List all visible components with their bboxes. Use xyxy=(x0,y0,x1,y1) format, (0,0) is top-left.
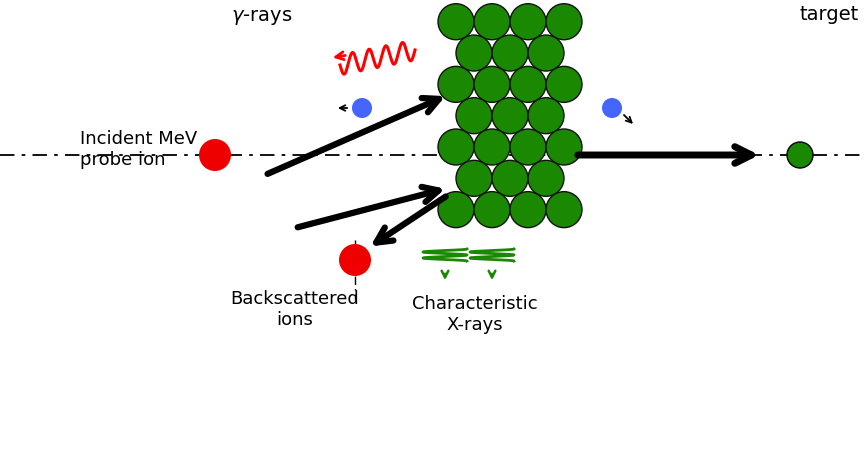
Circle shape xyxy=(456,35,492,71)
Circle shape xyxy=(438,4,474,40)
Text: $\gamma$-rays: $\gamma$-rays xyxy=(231,8,292,27)
Circle shape xyxy=(492,160,528,196)
Circle shape xyxy=(528,35,564,71)
Circle shape xyxy=(528,160,564,196)
Circle shape xyxy=(510,129,546,165)
Text: Characteristic
X-rays: Characteristic X-rays xyxy=(413,295,538,334)
Circle shape xyxy=(602,98,622,118)
Circle shape xyxy=(492,35,528,71)
Circle shape xyxy=(199,139,231,171)
Circle shape xyxy=(438,66,474,102)
Circle shape xyxy=(474,192,510,228)
Circle shape xyxy=(510,192,546,228)
Circle shape xyxy=(546,192,582,228)
Circle shape xyxy=(787,142,813,168)
Circle shape xyxy=(456,98,492,134)
Circle shape xyxy=(352,98,372,118)
Circle shape xyxy=(438,129,474,165)
Circle shape xyxy=(510,66,546,102)
Circle shape xyxy=(546,66,582,102)
Circle shape xyxy=(456,160,492,196)
Text: Backscattered
ions: Backscattered ions xyxy=(231,290,359,329)
Circle shape xyxy=(492,98,528,134)
Circle shape xyxy=(474,66,510,102)
Circle shape xyxy=(528,98,564,134)
Circle shape xyxy=(546,4,582,40)
Circle shape xyxy=(339,244,371,276)
Text: Incident MeV
probe ion: Incident MeV probe ion xyxy=(80,130,197,169)
Circle shape xyxy=(546,129,582,165)
Circle shape xyxy=(474,129,510,165)
Circle shape xyxy=(438,192,474,228)
Circle shape xyxy=(510,4,546,40)
Text: target: target xyxy=(800,5,859,24)
Circle shape xyxy=(474,4,510,40)
